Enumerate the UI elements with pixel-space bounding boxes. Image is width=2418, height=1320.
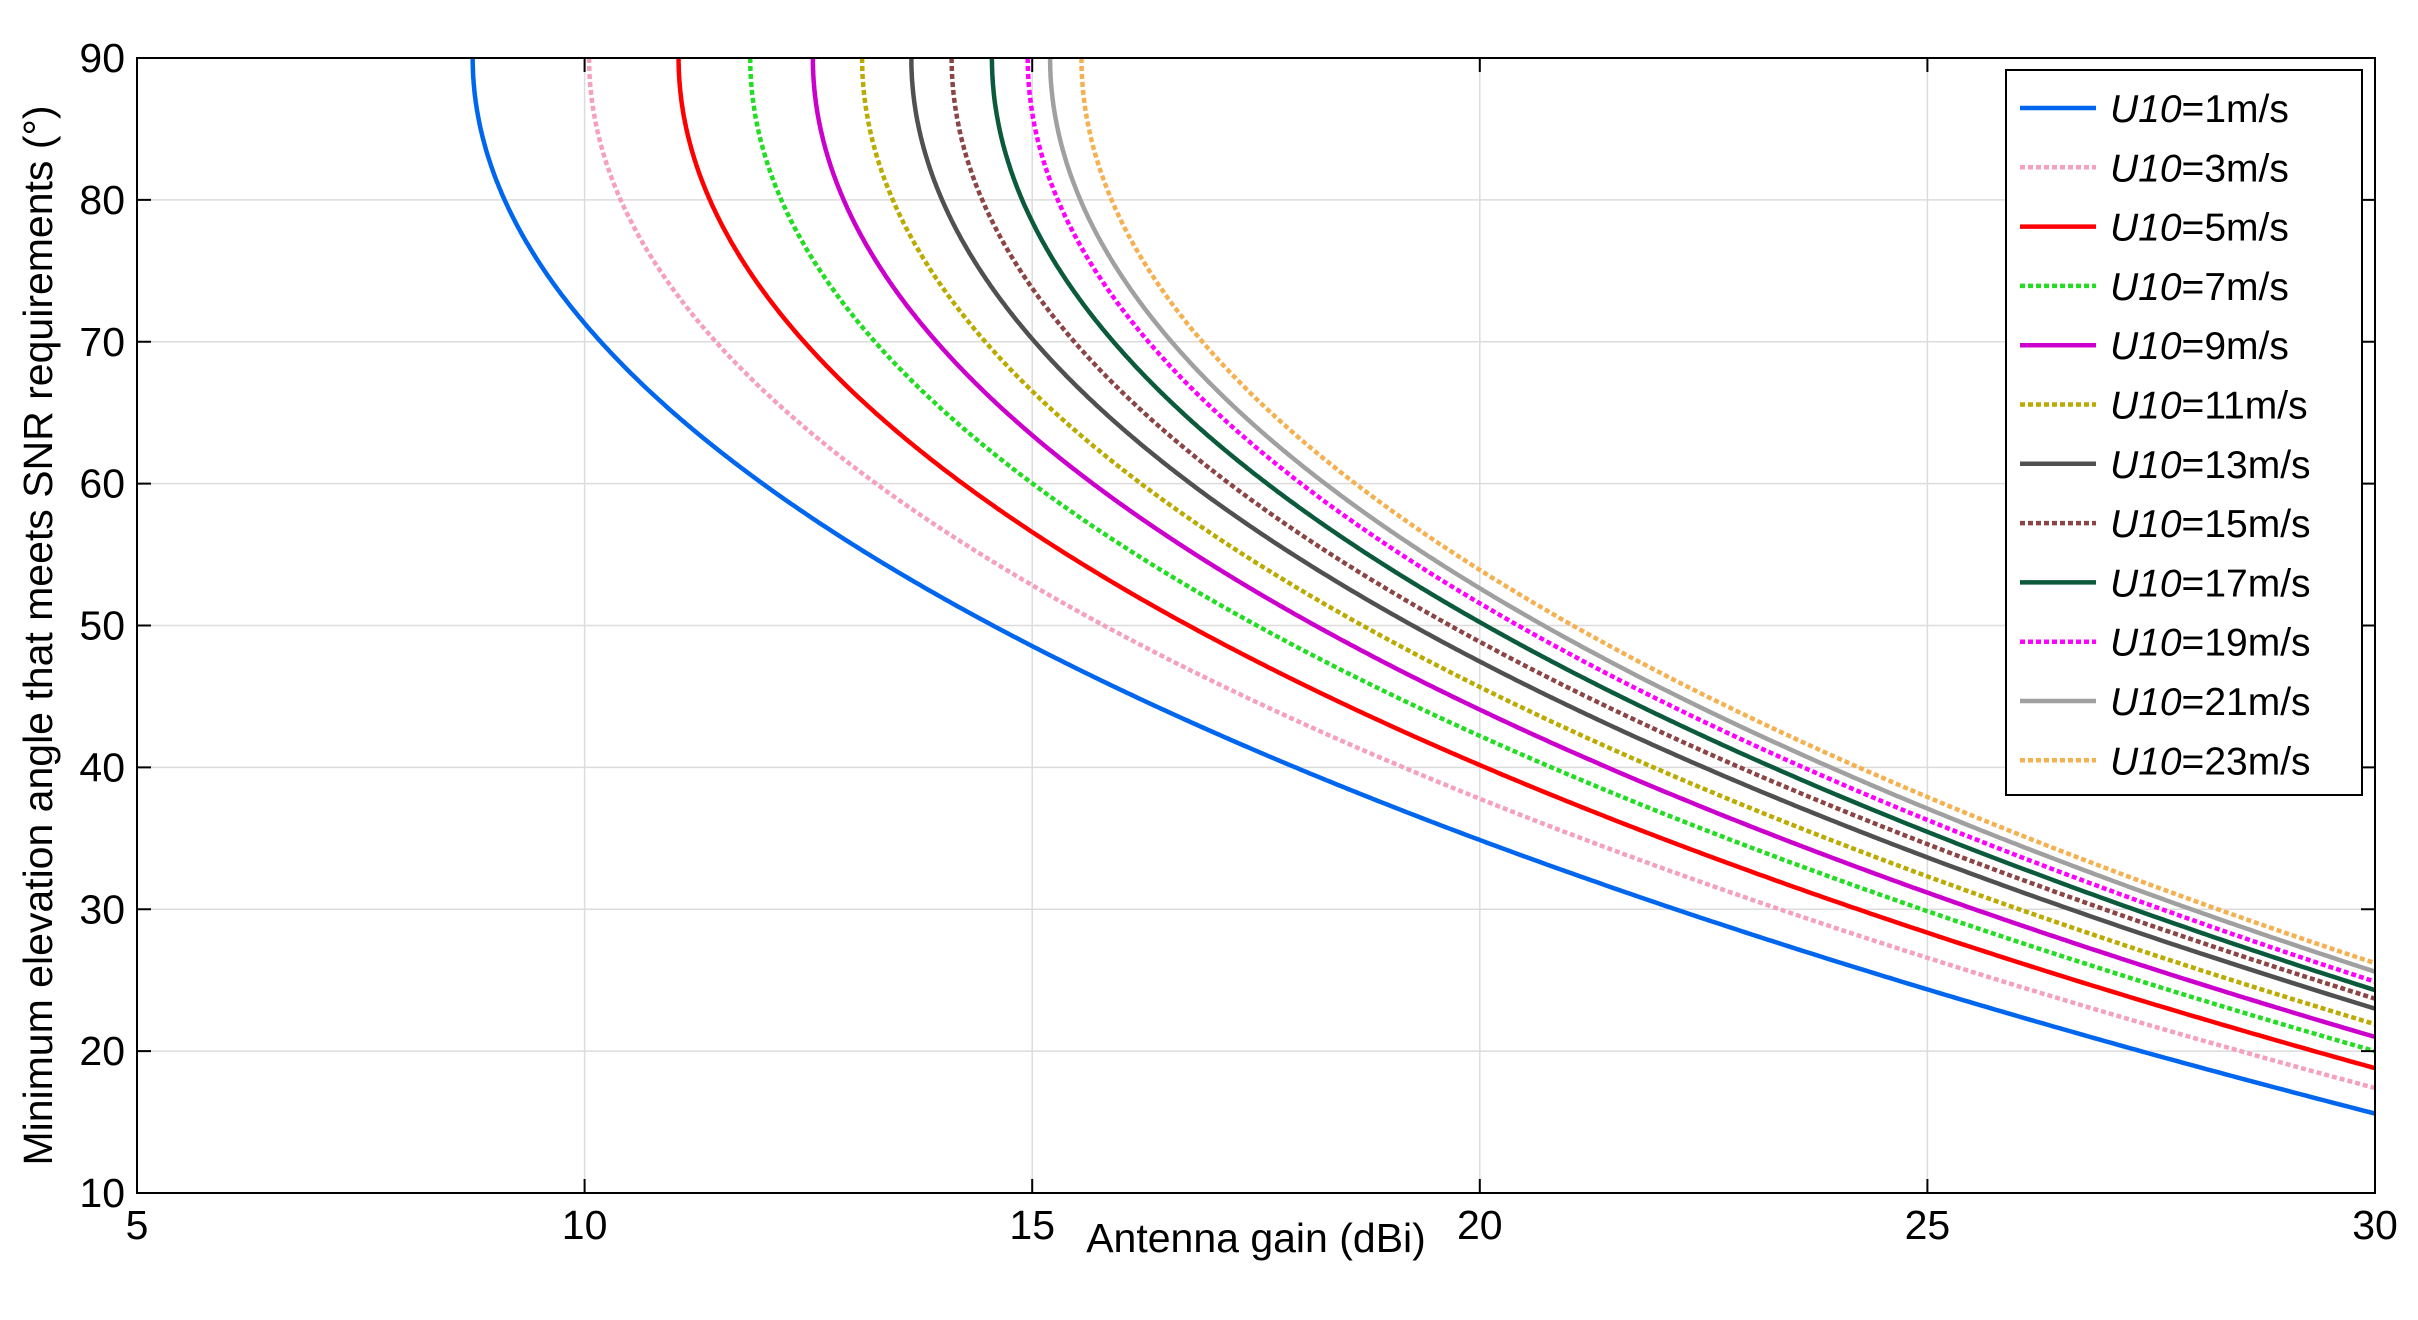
x-tick-label: 25 [1905,1202,1951,1248]
legend-variable: U10 [2110,88,2182,131]
legend-value: =23m/s [2182,740,2311,783]
y-tick-label: 10 [79,1170,125,1216]
series-line-u10-3m-s [586,57,2376,1091]
y-tick-label: 70 [79,319,125,365]
series-line-u10-1m-s [470,57,2376,1116]
series-group [470,57,2376,1116]
legend-value: =21m/s [2182,681,2311,724]
series-line-u10-23m-s [1079,57,2376,966]
legend-value: =3m/s [2182,147,2289,190]
y-axis-ticks: 10 20 30 40 50 60 70 80 90 [79,35,2375,1216]
series-line-u10-9m-s [810,57,2376,1040]
legend-variable: U10 [2110,503,2182,546]
legend-variable: U10 [2110,385,2182,428]
legend-value: =17m/s [2182,562,2311,605]
legend-entry-label: U10=9m/s [2110,325,2289,368]
legend-variable: U10 [2110,147,2182,190]
legend-entry-label: U10=7m/s [2110,266,2289,309]
legend-value: =5m/s [2182,207,2289,250]
legend-variable: U10 [2110,622,2182,665]
x-tick-label: 20 [1457,1202,1503,1248]
legend-entry-label: U10=23m/s [2110,740,2311,783]
legend-value: =7m/s [2182,266,2289,309]
grid [137,58,2375,1193]
legend-entry-label: U10=17m/s [2110,562,2311,605]
legend-entry-label: U10=21m/s [2110,681,2311,724]
legend-entry-label: U10=11m/s [2110,385,2308,428]
y-axis-label: Minimum elevation angle that meets SNR r… [15,105,61,1165]
legend-value: =11m/s [2182,385,2308,428]
legend-value: =1m/s [2182,88,2289,131]
series-line-u10-5m-s [676,57,2376,1071]
x-tick-label: 15 [1009,1202,1055,1248]
legend-variable: U10 [2110,681,2182,724]
y-tick-label: 60 [79,461,125,507]
legend-value: =19m/s [2182,622,2311,665]
legend-entry-label: U10=5m/s [2110,207,2289,250]
legend-box [2005,69,2363,796]
legend-variable: U10 [2110,266,2182,309]
series-line-u10-13m-s [909,57,2376,1011]
legend-variable: U10 [2110,325,2182,368]
series-line-u10-17m-s [989,57,2376,993]
y-tick-label: 30 [79,886,125,932]
legend-value: =15m/s [2182,503,2311,546]
x-tick-label: 30 [2352,1202,2398,1248]
y-tick-label: 90 [79,35,125,81]
x-axis-ticks: 5 10 15 20 25 30 [126,58,2398,1248]
y-tick-label: 40 [79,744,125,790]
legend-variable: U10 [2110,444,2182,487]
y-tick-label: 80 [79,177,125,223]
series-line-u10-15m-s [949,57,2376,1001]
legend-value: =9m/s [2182,325,2289,368]
series-line-u10-19m-s [1025,57,2376,984]
legend-entry-label: U10=15m/s [2110,503,2311,546]
x-axis-label: Antenna gain (dBi) [1086,1215,1426,1261]
series-line-u10-7m-s [747,57,2376,1054]
legend-variable: U10 [2110,740,2182,783]
y-tick-label: 20 [79,1028,125,1074]
legend: U10=1m/sU10=3m/sU10=5m/sU10=7m/sU10=9m/s… [2005,69,2363,796]
legend-value: =13m/s [2182,444,2311,487]
x-tick-label: 10 [562,1202,608,1248]
legend-entry-label: U10=13m/s [2110,444,2311,487]
series-line-u10-21m-s [1047,57,2376,974]
y-tick-label: 50 [79,603,125,649]
legend-entry-label: U10=19m/s [2110,622,2311,665]
legend-entry-label: U10=1m/s [2110,88,2289,131]
legend-variable: U10 [2110,562,2182,605]
legend-variable: U10 [2110,207,2182,250]
legend-entry-label: U10=3m/s [2110,147,2289,190]
series-line-u10-11m-s [859,57,2376,1027]
x-tick-label: 5 [126,1202,149,1248]
